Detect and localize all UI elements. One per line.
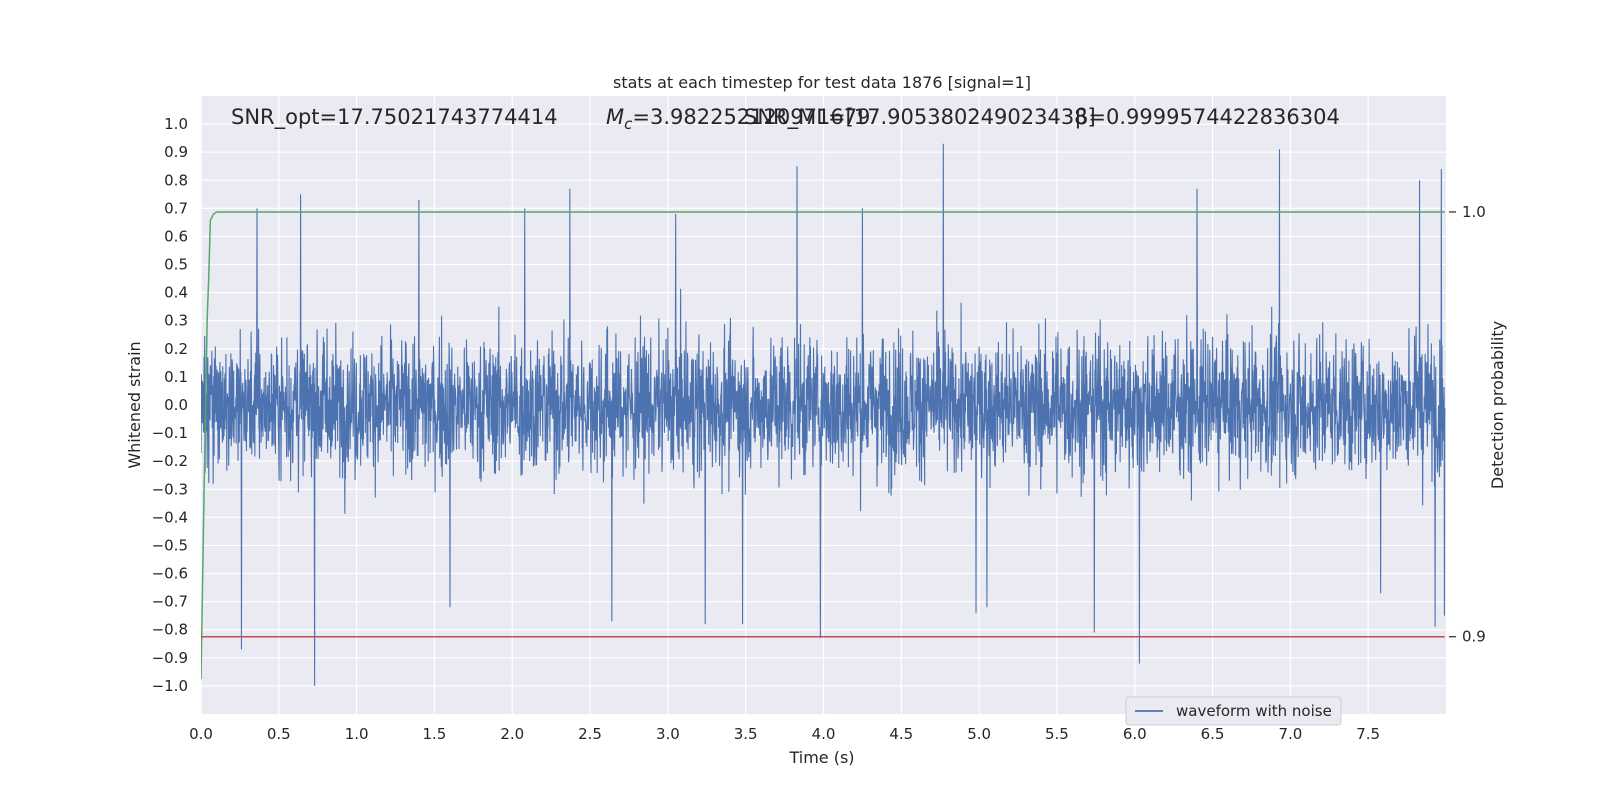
y-tick-label: 0.2 xyxy=(164,340,188,358)
y-tick-label: −1.0 xyxy=(152,677,188,695)
chart-title: stats at each timestep for test data 187… xyxy=(613,73,1031,92)
y-tick-label: 0.5 xyxy=(164,256,188,274)
x-tick-labels: 0.0 0.5 1.0 1.5 2.0 2.5 3.0 3.5 4.0 4.5 5.0 5.5 6.0 6… xyxy=(189,725,1380,743)
x-tick-label: 3.0 xyxy=(656,725,680,743)
y-tick-label: 0.6 xyxy=(164,227,188,245)
y-tick-label: −0.2 xyxy=(152,452,188,470)
x-tick-label: 4.5 xyxy=(889,725,913,743)
legend-box xyxy=(1125,696,1342,726)
x-tick-label: 4.0 xyxy=(812,725,836,743)
annotation-mc-symbol: M xyxy=(606,105,624,129)
annotation-mc-subscript: c xyxy=(624,115,633,133)
right-axis-label: Detection probability xyxy=(1488,321,1507,489)
annotation-mc: Mc=3.982252120971679 xyxy=(606,105,870,133)
y-tick-label: 0.9 xyxy=(164,143,188,161)
plot-area xyxy=(201,143,1446,686)
x-tick-label: 7.0 xyxy=(1278,725,1302,743)
y-tick-label: −0.8 xyxy=(152,621,188,639)
right-tick-label: 0.9 xyxy=(1462,628,1486,646)
y-tick-label: 1.0 xyxy=(164,115,188,133)
y-tick-label: −0.7 xyxy=(152,593,188,611)
y-tick-label: −0.3 xyxy=(152,480,188,498)
right-tick-labels: 1.0 0.9 xyxy=(1449,203,1486,646)
y-tick-label: −0.9 xyxy=(152,649,188,667)
y-tick-label: −0.6 xyxy=(152,565,188,583)
series-line-detection-probability xyxy=(201,211,1445,680)
y-tick-label: −0.5 xyxy=(152,536,188,554)
y-tick-label: 0.1 xyxy=(164,368,188,386)
legend: waveform with noise xyxy=(1125,696,1342,726)
x-tick-label: 3.5 xyxy=(734,725,758,743)
annotation-snr-ml: SNR_ML=[17.905380249023438] xyxy=(744,105,1096,130)
x-tick-label: 5.5 xyxy=(1045,725,1069,743)
x-tick-label: 0.5 xyxy=(267,725,291,743)
y-tick-label: 0.4 xyxy=(164,284,188,302)
x-tick-label: 6.5 xyxy=(1201,725,1225,743)
y-tick-label: 0.3 xyxy=(164,312,188,330)
y-tick-labels: 1.0 0.9 0.8 0.7 0.6 0.5 0.4 0.3 0.2 0.1 0.0 −0.1 −0.… xyxy=(152,115,188,695)
annotation-beta: β=0.9999574422836304 xyxy=(1075,105,1340,129)
x-axis-label: Time (s) xyxy=(788,748,854,767)
x-tick-label: 6.0 xyxy=(1123,725,1147,743)
y-tick-label: −0.4 xyxy=(152,508,188,526)
annotation-mc-value: =3.982252120971679 xyxy=(632,105,870,129)
x-tick-label: 1.5 xyxy=(423,725,447,743)
y-tick-label: 0.8 xyxy=(164,171,188,189)
x-tick-label: 2.5 xyxy=(578,725,602,743)
x-tick-label: 5.0 xyxy=(967,725,991,743)
y-axis-label: Whitened strain xyxy=(125,341,144,468)
x-tick-label: 0.0 xyxy=(189,725,213,743)
right-tick-label: 1.0 xyxy=(1462,203,1486,221)
y-tick-label: −0.1 xyxy=(152,424,188,442)
y-tick-label: 0.7 xyxy=(164,199,188,217)
x-tick-label: 7.5 xyxy=(1356,725,1380,743)
annotation-snr-opt: SNR_opt=17.75021743774414 xyxy=(231,105,558,130)
y-tick-label: 0.0 xyxy=(164,396,188,414)
series-line-waveform xyxy=(201,143,1446,686)
legend-label-waveform: waveform with noise xyxy=(1176,702,1332,720)
x-tick-label: 2.0 xyxy=(500,725,524,743)
x-tick-label: 1.0 xyxy=(345,725,369,743)
